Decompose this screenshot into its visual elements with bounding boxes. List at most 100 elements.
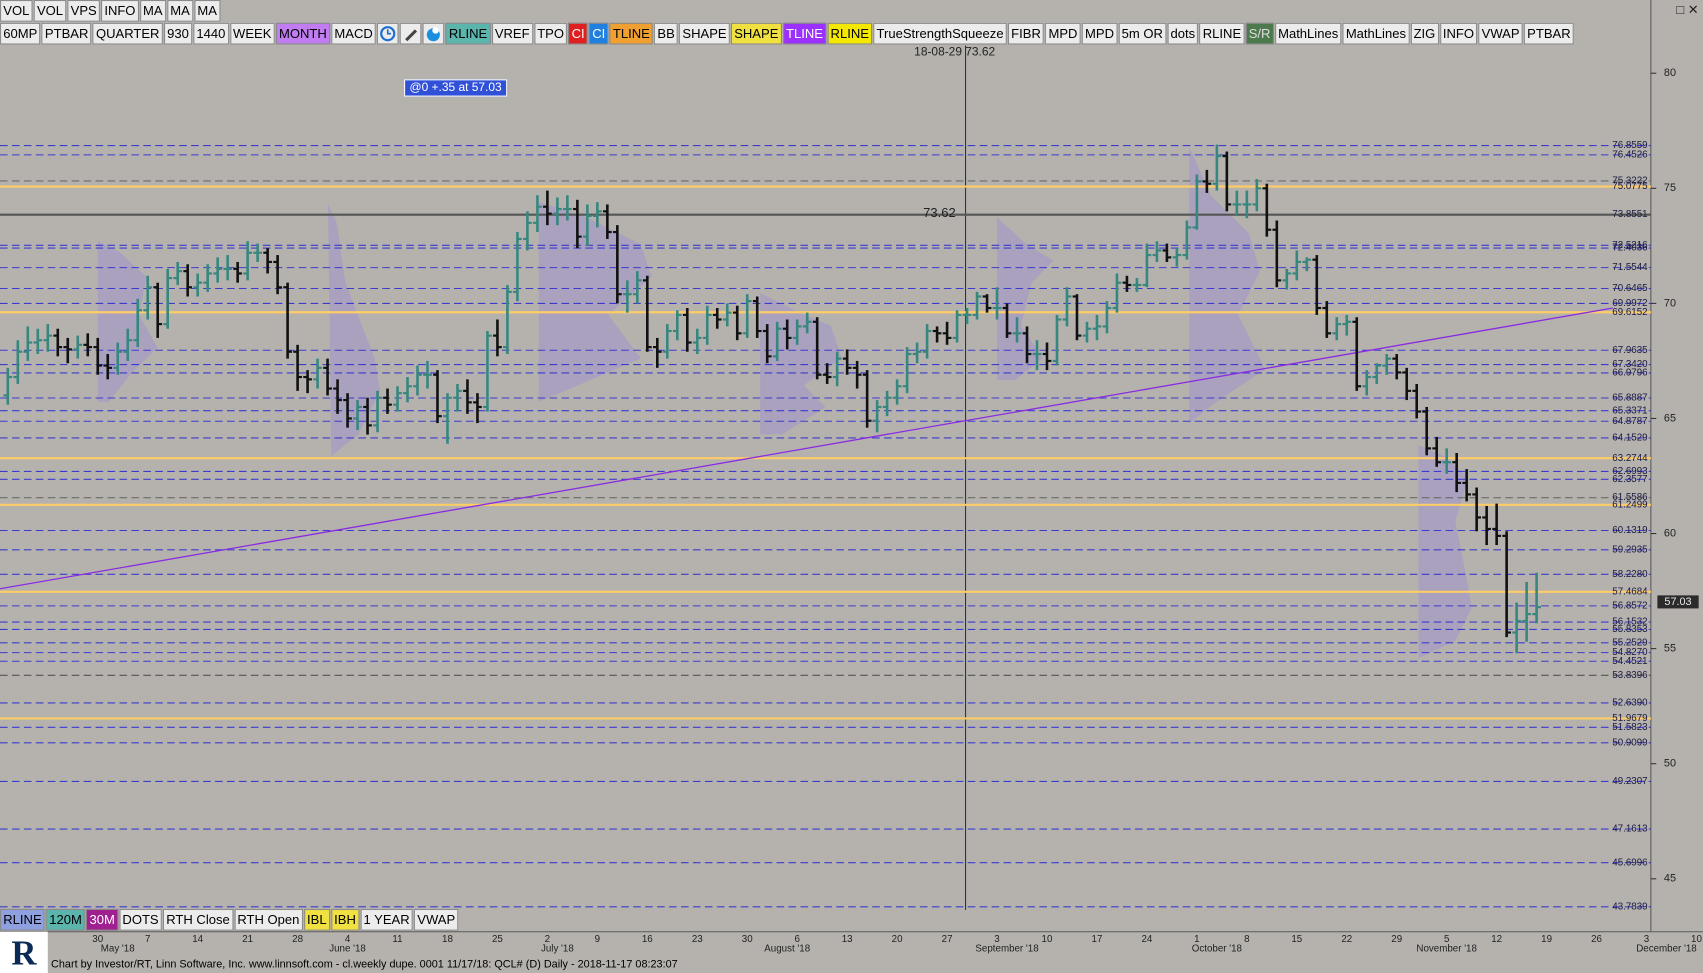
level-label: 64.1529 — [1612, 433, 1647, 444]
toolbar-button[interactable]: SHAPE — [730, 22, 782, 45]
toolbar-button[interactable]: IBH — [330, 908, 360, 931]
toolbar-button[interactable]: SHAPE — [679, 22, 730, 45]
toolbar-button[interactable]: RTH Close — [162, 908, 234, 931]
level-label: 43.7839 — [1612, 901, 1647, 912]
toolbar-button[interactable]: VWAP — [413, 908, 459, 931]
x-tick-label: 25 — [492, 934, 503, 945]
toolbar-button[interactable]: IBL — [303, 908, 330, 931]
globe-icon[interactable] — [422, 22, 445, 45]
profile — [1418, 445, 1472, 659]
toolbar-button[interactable]: TrueStrengthSqueeze — [873, 22, 1007, 45]
toolbar-button[interactable]: 120M — [45, 908, 86, 931]
toolbar-button[interactable]: VREF — [491, 22, 533, 45]
month-label: June '18 — [329, 944, 366, 955]
menu-item[interactable]: MA — [194, 0, 221, 22]
toolbar-button[interactable]: CI — [568, 22, 588, 45]
toolbar-button[interactable]: TLINE — [782, 22, 827, 45]
x-tick-label: 27 — [942, 934, 953, 945]
menu-item[interactable]: MA — [166, 0, 194, 22]
menu-item[interactable]: INFO — [101, 0, 139, 22]
level-label: 54.8270 — [1612, 647, 1648, 658]
toolbar-button[interactable]: INFO — [1439, 22, 1478, 45]
menu-item[interactable]: VPS — [67, 0, 100, 22]
toolbar-button[interactable]: 5m OR — [1118, 22, 1167, 45]
level-label: 76.8559 — [1612, 140, 1647, 151]
x-tick-label: 16 — [642, 934, 653, 945]
toolbar-button[interactable]: MONTH — [275, 22, 331, 45]
x-tick-label: 24 — [1141, 934, 1152, 945]
x-tick-label: 14 — [192, 934, 203, 945]
toolbar-button[interactable]: 1 YEAR — [360, 908, 413, 931]
toolbar-button[interactable]: TLINE — [609, 22, 654, 45]
toolbar-button[interactable]: QUARTER — [92, 22, 163, 45]
toolbar-button[interactable]: FIBR — [1007, 22, 1045, 45]
level-label: 54.4521 — [1612, 656, 1647, 667]
pencil-icon[interactable] — [399, 22, 422, 45]
toolbar-button[interactable]: 60MP — [0, 22, 41, 45]
toolbar-button[interactable]: MPD — [1045, 22, 1081, 45]
toolbar-button[interactable]: RLINE — [1199, 22, 1245, 45]
toolbar-button[interactable]: RTH Open — [234, 908, 303, 931]
toolbar-button[interactable]: 1440 — [193, 22, 229, 45]
profile — [97, 241, 158, 402]
x-tick-label: 26 — [1591, 934, 1602, 945]
x-tick-label: 28 — [292, 934, 303, 945]
y-tick-label: 75 — [1664, 182, 1676, 194]
menu-item[interactable]: MA — [139, 0, 166, 22]
level-label: 59.2935 — [1612, 544, 1648, 555]
month-label: May '18 — [101, 944, 135, 955]
profile — [997, 217, 1054, 381]
x-tick-label: 10 — [1691, 934, 1702, 945]
level-label: 71.5544 — [1612, 262, 1648, 273]
level-label: 61.2499 — [1612, 499, 1647, 510]
last-price-tag — [1657, 595, 1699, 609]
clock-icon[interactable] — [377, 22, 399, 45]
menu-item[interactable]: VOL — [33, 0, 67, 22]
level-label: 57.4684 — [1612, 586, 1648, 597]
toolbar-button[interactable]: CI — [588, 22, 609, 45]
toolbar-button[interactable]: 30M — [86, 908, 119, 931]
level-label: 53.8396 — [1612, 670, 1647, 681]
x-tick-label: 17 — [1092, 934, 1103, 945]
toolbar-button[interactable]: PTBAR — [41, 22, 92, 45]
crosshair-label: 18-08-29 73.62 — [914, 44, 995, 58]
toolbar-button[interactable]: TPO — [533, 22, 568, 45]
month-label: October '18 — [1192, 944, 1242, 955]
x-tick-label: 1 — [1194, 934, 1199, 945]
toolbar-button[interactable]: RLINE — [445, 22, 491, 45]
level-label: 66.9796 — [1612, 367, 1647, 378]
toolbar-button[interactable]: ZIG — [1410, 22, 1439, 45]
x-tick-label: 20 — [892, 934, 903, 945]
x-tick-label: 29 — [1391, 934, 1402, 945]
toolbar-button[interactable]: MACD — [331, 22, 377, 45]
toolbar-button[interactable]: S/R — [1245, 22, 1274, 45]
level-label: 63.2744 — [1612, 453, 1648, 464]
level-label: 64.8787 — [1612, 416, 1647, 427]
toolbar-button[interactable]: VWAP — [1478, 22, 1523, 45]
level-label: 62.3577 — [1612, 474, 1647, 485]
y-tick-label: 60 — [1664, 527, 1676, 539]
toolbar-button[interactable]: MathLines — [1342, 22, 1410, 45]
x-tick-label: 21 — [242, 934, 253, 945]
y-tick-label: 65 — [1664, 412, 1676, 424]
x-tick-label: 30 — [742, 934, 753, 945]
toolbar-button[interactable]: BB — [654, 22, 679, 45]
toolbar-button[interactable]: WEEK — [229, 22, 275, 45]
level-label: 70.6465 — [1612, 283, 1648, 294]
toolbar-button[interactable]: RLINE — [827, 22, 873, 45]
menu-item[interactable]: VOL — [0, 0, 33, 22]
level-label: 72.4036 — [1612, 243, 1647, 254]
toolbar-button[interactable]: 930 — [163, 22, 193, 45]
window-buttons: □ ✕ — [1676, 2, 1699, 18]
toolbar-button[interactable]: MathLines — [1274, 22, 1342, 45]
level-label: 55.8353 — [1612, 624, 1647, 635]
toolbar-button[interactable]: MPD — [1081, 22, 1118, 45]
toolbar-button[interactable]: PTBAR — [1523, 22, 1574, 45]
level-label: 52.6390 — [1612, 698, 1648, 709]
level-label: 47.1613 — [1612, 824, 1647, 835]
toolbar-button[interactable]: dots — [1167, 22, 1199, 45]
x-tick-label: 11 — [392, 934, 402, 945]
toolbar-button[interactable]: DOTS — [119, 908, 162, 931]
toolbar-button[interactable]: RLINE — [0, 908, 45, 931]
